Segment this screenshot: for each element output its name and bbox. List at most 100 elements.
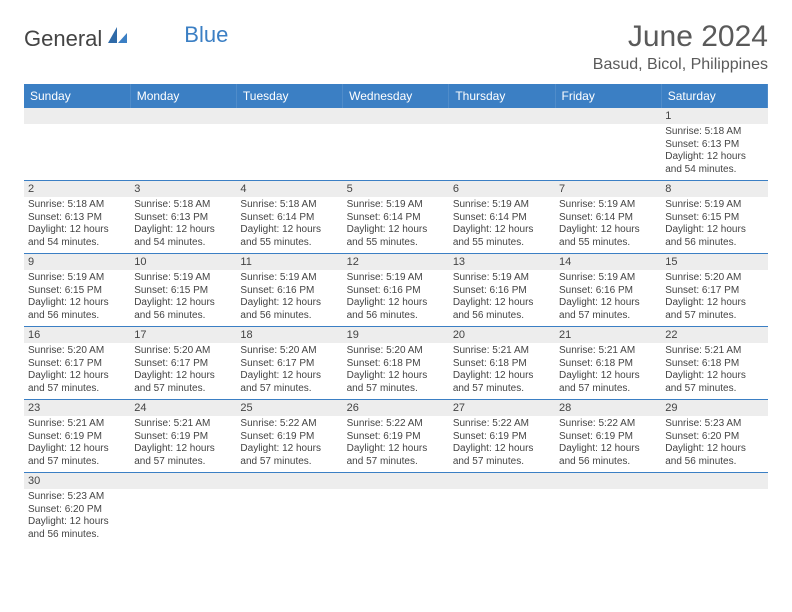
day-number-cell: 29 [661, 400, 767, 417]
daynum-row: 9101112131415 [24, 254, 768, 271]
day-number-cell [555, 473, 661, 490]
day-detail-cell: Sunrise: 5:20 AM Sunset: 6:17 PM Dayligh… [236, 343, 342, 400]
day-detail-cell [236, 124, 342, 181]
daynum-row: 23242526272829 [24, 400, 768, 417]
day-detail-cell: Sunrise: 5:21 AM Sunset: 6:18 PM Dayligh… [555, 343, 661, 400]
day-number-cell [449, 473, 555, 490]
day-detail-cell: Sunrise: 5:21 AM Sunset: 6:18 PM Dayligh… [449, 343, 555, 400]
detail-row: Sunrise: 5:21 AM Sunset: 6:19 PM Dayligh… [24, 416, 768, 473]
month-title: June 2024 [593, 20, 768, 54]
weekday-header: Thursday [449, 84, 555, 108]
detail-row: Sunrise: 5:23 AM Sunset: 6:20 PM Dayligh… [24, 489, 768, 545]
weekday-header: Monday [130, 84, 236, 108]
day-detail-cell: Sunrise: 5:20 AM Sunset: 6:17 PM Dayligh… [24, 343, 130, 400]
day-detail-cell: Sunrise: 5:22 AM Sunset: 6:19 PM Dayligh… [555, 416, 661, 473]
calendar-body: 1Sunrise: 5:18 AM Sunset: 6:13 PM Daylig… [24, 108, 768, 545]
location-text: Basud, Bicol, Philippines [593, 56, 768, 74]
day-number-cell [661, 473, 767, 490]
day-detail-cell [24, 124, 130, 181]
calendar-table: Sunday Monday Tuesday Wednesday Thursday… [24, 84, 768, 545]
day-detail-cell: Sunrise: 5:19 AM Sunset: 6:14 PM Dayligh… [555, 197, 661, 254]
logo-text-blue: Blue [184, 22, 228, 48]
day-detail-cell [449, 124, 555, 181]
weekday-header: Saturday [661, 84, 767, 108]
day-detail-cell: Sunrise: 5:19 AM Sunset: 6:16 PM Dayligh… [555, 270, 661, 327]
daynum-row: 2345678 [24, 181, 768, 198]
day-detail-cell: Sunrise: 5:21 AM Sunset: 6:18 PM Dayligh… [661, 343, 767, 400]
day-number-cell [343, 473, 449, 490]
day-detail-cell [449, 489, 555, 545]
day-detail-cell: Sunrise: 5:19 AM Sunset: 6:15 PM Dayligh… [130, 270, 236, 327]
logo-text-general: General [24, 26, 102, 52]
day-number-cell: 30 [24, 473, 130, 490]
day-detail-cell: Sunrise: 5:19 AM Sunset: 6:15 PM Dayligh… [24, 270, 130, 327]
day-detail-cell: Sunrise: 5:23 AM Sunset: 6:20 PM Dayligh… [661, 416, 767, 473]
day-number-cell [236, 473, 342, 490]
day-number-cell: 13 [449, 254, 555, 271]
day-number-cell: 15 [661, 254, 767, 271]
day-detail-cell: Sunrise: 5:18 AM Sunset: 6:13 PM Dayligh… [24, 197, 130, 254]
day-detail-cell [343, 489, 449, 545]
day-detail-cell: Sunrise: 5:20 AM Sunset: 6:17 PM Dayligh… [661, 270, 767, 327]
title-block: June 2024 Basud, Bicol, Philippines [593, 20, 768, 74]
day-number-cell: 22 [661, 327, 767, 344]
detail-row: Sunrise: 5:20 AM Sunset: 6:17 PM Dayligh… [24, 343, 768, 400]
day-number-cell: 19 [343, 327, 449, 344]
day-detail-cell: Sunrise: 5:19 AM Sunset: 6:14 PM Dayligh… [343, 197, 449, 254]
header: General Blue June 2024 Basud, Bicol, Phi… [24, 20, 768, 74]
detail-row: Sunrise: 5:18 AM Sunset: 6:13 PM Dayligh… [24, 124, 768, 181]
day-number-cell: 14 [555, 254, 661, 271]
day-number-cell: 21 [555, 327, 661, 344]
day-number-cell: 20 [449, 327, 555, 344]
daynum-row: 30 [24, 473, 768, 490]
day-number-cell: 4 [236, 181, 342, 198]
day-number-cell: 16 [24, 327, 130, 344]
detail-row: Sunrise: 5:19 AM Sunset: 6:15 PM Dayligh… [24, 270, 768, 327]
day-number-cell: 3 [130, 181, 236, 198]
day-detail-cell: Sunrise: 5:23 AM Sunset: 6:20 PM Dayligh… [24, 489, 130, 545]
day-detail-cell: Sunrise: 5:19 AM Sunset: 6:14 PM Dayligh… [449, 197, 555, 254]
day-number-cell: 1 [661, 108, 767, 124]
weekday-header: Wednesday [343, 84, 449, 108]
day-detail-cell: Sunrise: 5:22 AM Sunset: 6:19 PM Dayligh… [236, 416, 342, 473]
day-detail-cell [130, 124, 236, 181]
day-number-cell [24, 108, 130, 124]
day-number-cell: 25 [236, 400, 342, 417]
day-detail-cell: Sunrise: 5:18 AM Sunset: 6:14 PM Dayligh… [236, 197, 342, 254]
day-number-cell [343, 108, 449, 124]
day-detail-cell [130, 489, 236, 545]
day-detail-cell: Sunrise: 5:20 AM Sunset: 6:18 PM Dayligh… [343, 343, 449, 400]
day-number-cell: 18 [236, 327, 342, 344]
day-detail-cell [555, 124, 661, 181]
day-number-cell: 6 [449, 181, 555, 198]
day-detail-cell [555, 489, 661, 545]
weekday-header: Friday [555, 84, 661, 108]
daynum-row: 1 [24, 108, 768, 124]
weekday-header: Sunday [24, 84, 130, 108]
day-number-cell: 7 [555, 181, 661, 198]
day-detail-cell: Sunrise: 5:22 AM Sunset: 6:19 PM Dayligh… [449, 416, 555, 473]
day-detail-cell [343, 124, 449, 181]
sail-icon [108, 27, 128, 50]
day-detail-cell: Sunrise: 5:22 AM Sunset: 6:19 PM Dayligh… [343, 416, 449, 473]
day-number-cell [236, 108, 342, 124]
day-number-cell: 8 [661, 181, 767, 198]
day-number-cell: 12 [343, 254, 449, 271]
day-number-cell: 9 [24, 254, 130, 271]
day-number-cell [449, 108, 555, 124]
weekday-header: Tuesday [236, 84, 342, 108]
day-detail-cell: Sunrise: 5:19 AM Sunset: 6:16 PM Dayligh… [449, 270, 555, 327]
day-number-cell: 5 [343, 181, 449, 198]
daynum-row: 16171819202122 [24, 327, 768, 344]
day-number-cell: 27 [449, 400, 555, 417]
weekday-header-row: Sunday Monday Tuesday Wednesday Thursday… [24, 84, 768, 108]
day-detail-cell [236, 489, 342, 545]
detail-row: Sunrise: 5:18 AM Sunset: 6:13 PM Dayligh… [24, 197, 768, 254]
day-number-cell: 26 [343, 400, 449, 417]
day-number-cell: 2 [24, 181, 130, 198]
day-detail-cell: Sunrise: 5:21 AM Sunset: 6:19 PM Dayligh… [130, 416, 236, 473]
day-number-cell [555, 108, 661, 124]
day-number-cell [130, 473, 236, 490]
day-detail-cell: Sunrise: 5:19 AM Sunset: 6:16 PM Dayligh… [343, 270, 449, 327]
day-detail-cell: Sunrise: 5:18 AM Sunset: 6:13 PM Dayligh… [661, 124, 767, 181]
